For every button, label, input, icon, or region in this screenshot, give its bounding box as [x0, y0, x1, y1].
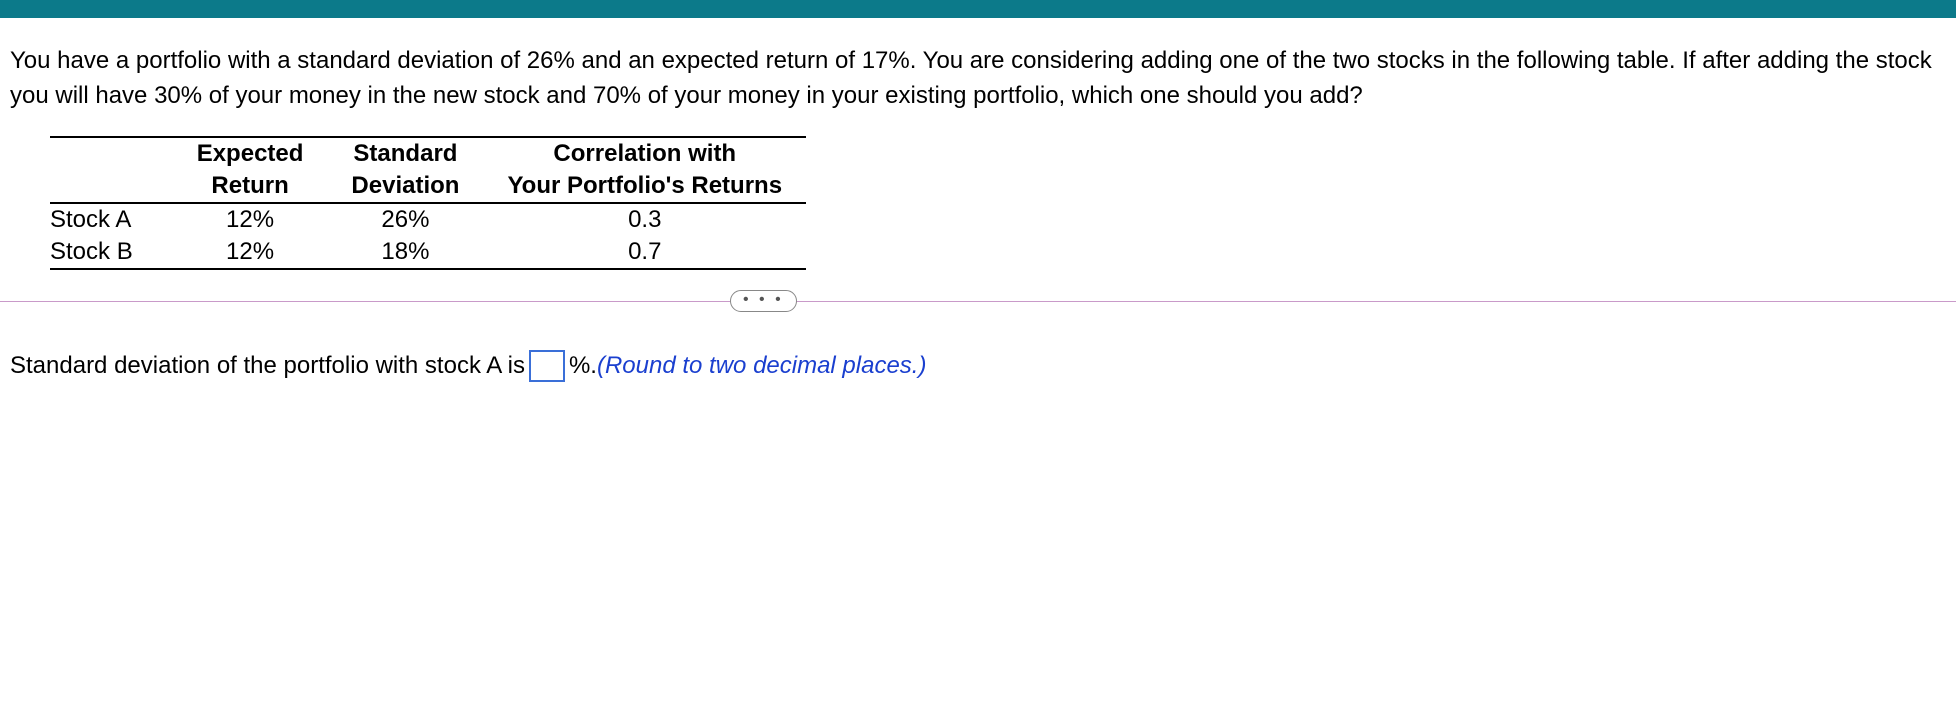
header-corr-l2: Your Portfolio's Returns — [483, 170, 806, 203]
cell-a-corr: 0.3 — [483, 203, 806, 236]
top-bar — [0, 0, 1956, 18]
header-expected-l2: Return — [173, 170, 328, 203]
content-area: You have a portfolio with a standard dev… — [0, 18, 1956, 270]
answer-line: Standard deviation of the portfolio with… — [10, 350, 1946, 382]
cell-b-stddev: 18% — [327, 236, 483, 269]
cell-a-return: 12% — [173, 203, 328, 236]
dots-icon: • • • — [743, 291, 784, 308]
question-text: You have a portfolio with a standard dev… — [10, 44, 1946, 114]
answer-input[interactable] — [529, 350, 565, 382]
header-empty — [50, 137, 173, 170]
cell-a-stddev: 26% — [327, 203, 483, 236]
answer-prefix: Standard deviation of the portfolio with… — [10, 352, 525, 380]
header-expected-l1: Expected — [173, 137, 328, 170]
table-row: Stock A 12% 26% 0.3 — [50, 203, 806, 236]
cell-b-return: 12% — [173, 236, 328, 269]
table-row: Stock B 12% 18% 0.7 — [50, 236, 806, 269]
header-empty-2 — [50, 170, 173, 203]
stock-data-table: Expected Standard Correlation with Retur… — [50, 136, 806, 270]
divider-line — [0, 301, 1956, 302]
row-label-a: Stock A — [50, 203, 173, 236]
answer-hint: (Round to two decimal places.) — [597, 352, 926, 380]
section-divider: • • • — [0, 300, 1956, 302]
cell-b-corr: 0.7 — [483, 236, 806, 269]
expand-pill[interactable]: • • • — [730, 290, 797, 312]
header-stddev-l1: Standard — [327, 137, 483, 170]
row-label-b: Stock B — [50, 236, 173, 269]
header-corr-l1: Correlation with — [483, 137, 806, 170]
header-stddev-l2: Deviation — [327, 170, 483, 203]
answer-suffix: %. — [569, 352, 597, 380]
